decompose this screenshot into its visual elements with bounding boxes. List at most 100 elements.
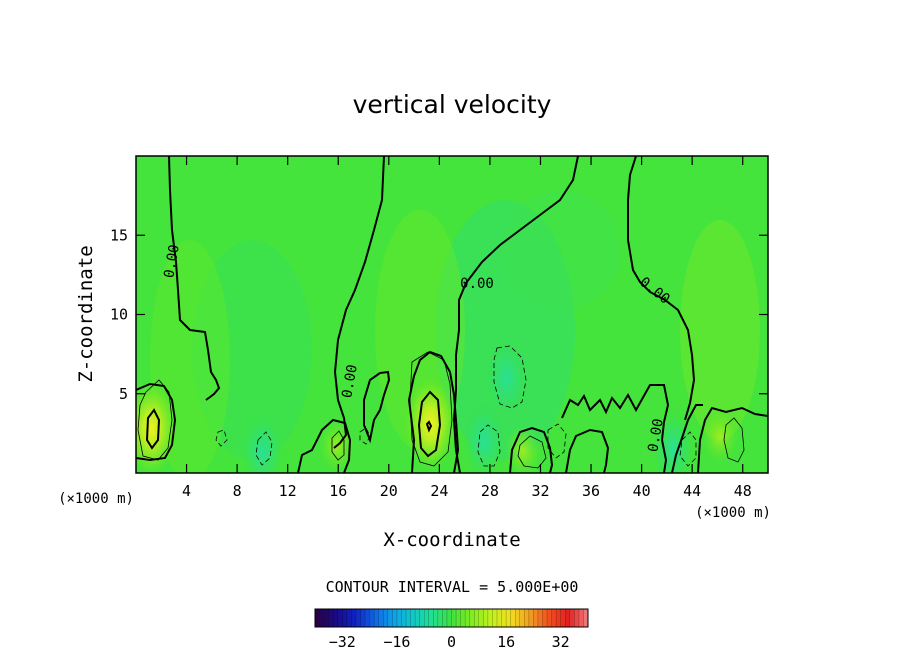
colorbar-swatch (560, 609, 566, 627)
colorbar-swatch (474, 609, 480, 627)
core-contour-line (425, 420, 433, 433)
colorbar-swatch (333, 609, 339, 627)
zero-contour-line (407, 350, 460, 473)
zero-contour-line (697, 406, 768, 473)
colorbar-swatch (374, 609, 379, 627)
colorbar-swatch (378, 609, 384, 627)
colorbar-swatch (437, 609, 443, 627)
x-tick-label: 24 (430, 482, 448, 500)
x-tick-label: 48 (734, 482, 752, 500)
weak-downdraft-zone (192, 240, 312, 460)
colorbar-swatch (406, 609, 411, 627)
colorbar-swatch (547, 609, 552, 627)
weak-updraft-zone (680, 220, 760, 440)
colorbar-swatch (451, 609, 457, 627)
negative-contour-line (359, 427, 371, 445)
x-axis-title: X-coordinate (383, 529, 520, 551)
zero-contour-line (363, 370, 391, 444)
y-tick-label: 15 (110, 226, 128, 244)
y-axis: 5 10 15 (110, 226, 768, 403)
colorbar-swatch (346, 609, 352, 627)
colorbar-swatch (337, 609, 343, 627)
x-tick-label: 20 (380, 482, 398, 500)
colorbar-swatch (365, 609, 370, 627)
negative-contours (215, 345, 697, 467)
positive-contour-line (723, 417, 745, 463)
colorbar-swatch (392, 609, 398, 627)
core-contour-line (145, 408, 161, 450)
negative-contour-line (547, 423, 567, 459)
colorbar-swatch (415, 609, 420, 627)
colorbar-swatch (465, 609, 470, 627)
zero-contour-line (297, 418, 352, 473)
zero-contour-line (627, 156, 696, 421)
weak-downdraft-zone (500, 190, 620, 310)
colorbar-swatch (506, 609, 511, 627)
contour-label: 0.00 (161, 243, 183, 279)
colorbar-swatch (410, 609, 416, 627)
zero-contour-line (671, 404, 703, 473)
colorbar-swatch (574, 609, 580, 627)
zero-contour-line (565, 428, 610, 473)
colorbar-swatch (456, 609, 461, 627)
colorbar-swatch (324, 609, 329, 627)
colorbar-swatch (583, 609, 589, 627)
x-unit-label-left: (×1000 m) (58, 491, 134, 507)
colorbar-swatch (383, 609, 389, 627)
colorbar-swatch (351, 609, 357, 627)
contour-label: 0.00 (645, 417, 667, 453)
negative-contour-line (679, 431, 697, 467)
y-axis-title: Z-coordinate (75, 245, 97, 382)
colorbar-swatch (497, 609, 502, 627)
colorbar (314, 608, 589, 628)
colorbar-swatch (487, 609, 493, 627)
zero-contour-line (561, 384, 670, 473)
colorbar-tick-label: 16 (497, 633, 515, 651)
colorbar-swatch (537, 609, 543, 627)
colorbar-tick-label: −32 (329, 633, 356, 651)
core-contours (145, 390, 442, 458)
colorbar-swatch (569, 609, 575, 627)
downdraft-cell (240, 412, 285, 473)
x-unit-label-right: (×1000 m) (695, 505, 771, 521)
core-contour-line (417, 390, 442, 458)
colorbar-swatch (328, 609, 334, 627)
colorbar-swatch (578, 609, 584, 627)
zero-contour-line (509, 426, 554, 473)
colorbar-swatch (492, 609, 498, 627)
colorbar-swatch (519, 609, 525, 627)
colorbar-swatch (515, 609, 521, 627)
x-tick-label: 36 (582, 482, 600, 500)
colorbar-swatch (428, 609, 434, 627)
colorbar-swatch (401, 609, 407, 627)
colorbar-frame (314, 608, 589, 628)
colorbar-swatch (478, 609, 484, 627)
colorbar-swatch (396, 609, 402, 627)
colorbar-swatch (319, 609, 325, 627)
colorbar-swatch (442, 609, 448, 627)
colorbar-swatch (483, 609, 489, 627)
x-axis: 4 8 12 16 20 24 28 32 36 40 44 48 (182, 156, 752, 500)
positive-contours (137, 351, 745, 469)
contour-label: 0.00 (460, 276, 494, 292)
contour-label: 0.00 (339, 363, 361, 399)
colorbar-swatch (556, 609, 561, 627)
colorbar-swatch (460, 609, 466, 627)
chart-title: vertical velocity (353, 90, 552, 119)
negative-contour-line (255, 431, 273, 466)
x-tick-label: 4 (182, 482, 191, 500)
colorbar-ticks: −32 −16 0 16 32 (329, 633, 570, 651)
positive-contour-line (331, 430, 345, 461)
zero-contour-line (333, 156, 385, 449)
colorbar-swatch (501, 609, 507, 627)
colorbar-tick-label: 32 (552, 633, 570, 651)
x-tick-label: 32 (531, 482, 549, 500)
colorbar-swatch (542, 609, 548, 627)
weak-downdraft-zone (435, 200, 575, 460)
colorbar-swatch (355, 609, 361, 627)
downdraft-cell (484, 337, 529, 418)
positive-contour-line (137, 379, 173, 461)
colorbar-swatch (315, 609, 320, 627)
colorbar-swatch (528, 609, 534, 627)
colorbar-swatch (565, 609, 571, 627)
